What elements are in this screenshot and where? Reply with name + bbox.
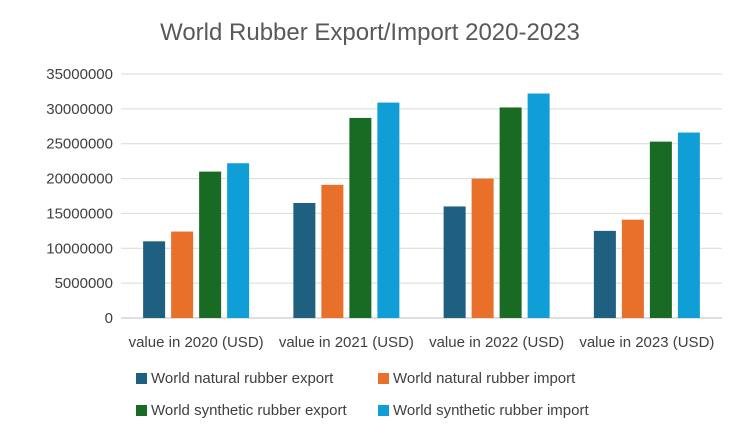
bar-world-natural-rubber-import-4 <box>621 219 644 318</box>
bar-world-natural-rubber-import-1 <box>171 231 194 318</box>
y-tick-label: 20000000 <box>46 171 113 188</box>
bar-world-synthetic-rubber-export-3 <box>499 107 522 318</box>
legend-swatch <box>378 373 389 384</box>
legend-item-world-synthetic-rubber-import: World synthetic rubber import <box>378 402 589 419</box>
y-tick-label: 25000000 <box>46 136 113 153</box>
bar-world-natural-rubber-import-2 <box>321 184 344 318</box>
bar-world-natural-rubber-export-2 <box>293 202 316 318</box>
x-category-label: value in 2021 (USD) <box>279 334 414 351</box>
bar-world-natural-rubber-import-3 <box>471 178 494 318</box>
legend-label: World natural rubber import <box>393 370 576 387</box>
chart-title: World Rubber Export/Import 2020-2023 <box>160 19 580 46</box>
legend-item-world-synthetic-rubber-export: World synthetic rubber export <box>136 402 347 419</box>
x-category-label: value in 2020 (USD) <box>129 334 264 351</box>
x-category-label: value in 2022 (USD) <box>429 334 564 351</box>
legend-label: World natural rubber export <box>151 370 334 387</box>
bar-world-synthetic-rubber-import-2 <box>377 102 400 318</box>
legend-swatch <box>136 405 147 416</box>
bar-world-natural-rubber-export-4 <box>593 230 616 318</box>
bar-world-synthetic-rubber-export-4 <box>649 141 672 318</box>
legend-item-world-natural-rubber-import: World natural rubber import <box>378 370 576 387</box>
legend-item-world-natural-rubber-export: World natural rubber export <box>136 370 334 387</box>
y-tick-label: 0 <box>105 310 113 327</box>
gridlines <box>121 73 722 319</box>
legend: World natural rubber export World natural… <box>136 370 589 419</box>
y-axis-ticks: 0 5000000 10000000 15000000 20000000 25000000… <box>46 66 113 327</box>
y-tick-label: 35000000 <box>46 66 113 83</box>
y-tick-label: 5000000 <box>55 275 113 292</box>
bar-world-synthetic-rubber-import-3 <box>527 93 550 319</box>
y-tick-label: 30000000 <box>46 101 113 118</box>
bar-world-synthetic-rubber-export-2 <box>349 117 372 318</box>
bar-world-synthetic-rubber-import-4 <box>677 132 700 318</box>
legend-swatch <box>136 373 147 384</box>
legend-swatch <box>378 405 389 416</box>
legend-label: World synthetic rubber import <box>393 402 589 419</box>
y-tick-label: 10000000 <box>46 240 113 257</box>
bar-world-natural-rubber-export-1 <box>143 241 166 318</box>
bars <box>143 93 700 319</box>
bar-world-synthetic-rubber-export-1 <box>199 171 222 318</box>
bar-world-natural-rubber-export-3 <box>443 206 466 318</box>
bar-world-synthetic-rubber-import-1 <box>227 163 250 318</box>
y-tick-label: 15000000 <box>46 205 113 222</box>
x-category-label: value in 2023 (USD) <box>579 334 714 351</box>
x-axis-categories: value in 2020 (USD) value in 2021 (USD) va… <box>129 334 715 351</box>
legend-label: World synthetic rubber export <box>151 402 347 419</box>
